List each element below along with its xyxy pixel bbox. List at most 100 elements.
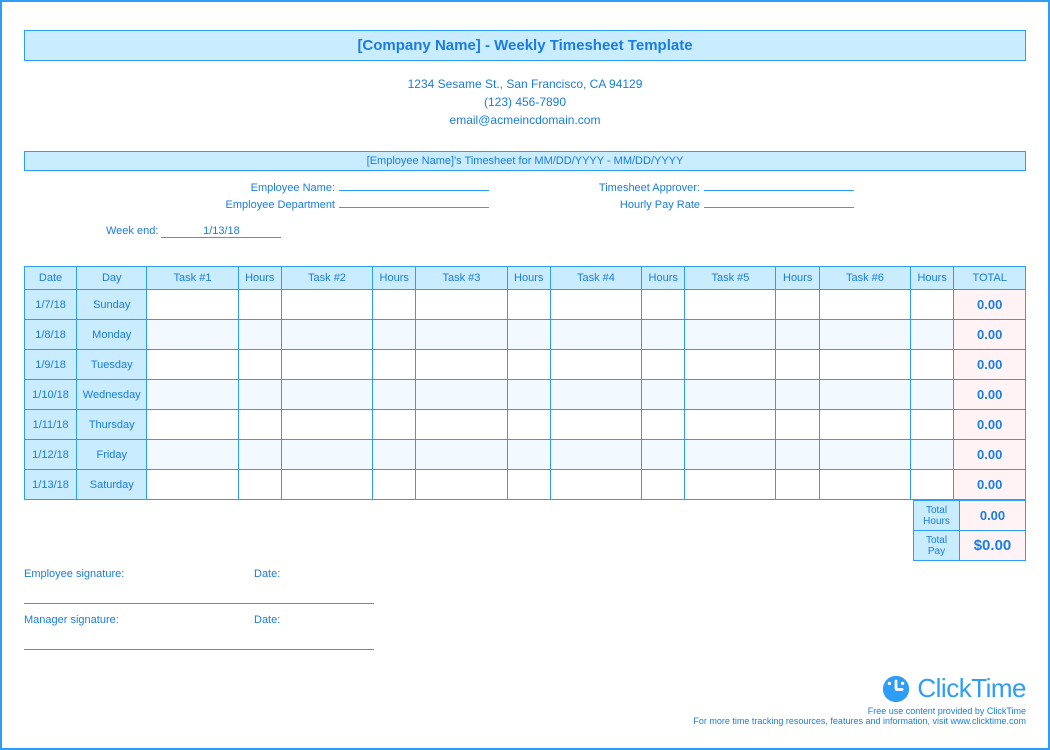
task-cell[interactable] <box>685 470 776 500</box>
hours-cell[interactable] <box>910 470 953 500</box>
task-cell[interactable] <box>819 470 910 500</box>
task-cell[interactable] <box>685 350 776 380</box>
total-pay-value: $0.00 <box>960 531 1026 561</box>
hours-cell[interactable] <box>507 410 550 440</box>
col-header: Hours <box>373 267 416 290</box>
hours-cell[interactable] <box>910 380 953 410</box>
task-cell[interactable] <box>147 440 238 470</box>
hours-cell[interactable] <box>238 440 281 470</box>
hours-cell[interactable] <box>642 290 685 320</box>
task-cell[interactable] <box>281 470 372 500</box>
task-cell[interactable] <box>281 290 372 320</box>
table-row: 1/10/18Wednesday0.00 <box>25 380 1026 410</box>
task-cell[interactable] <box>685 410 776 440</box>
hours-cell[interactable] <box>238 470 281 500</box>
task-cell[interactable] <box>281 320 372 350</box>
hours-cell[interactable] <box>507 350 550 380</box>
task-cell[interactable] <box>147 410 238 440</box>
date-cell: 1/10/18 <box>25 380 77 410</box>
task-cell[interactable] <box>281 440 372 470</box>
hours-cell[interactable] <box>642 470 685 500</box>
hours-cell[interactable] <box>507 380 550 410</box>
task-cell[interactable] <box>550 380 641 410</box>
hours-cell[interactable] <box>507 470 550 500</box>
task-cell[interactable] <box>147 290 238 320</box>
task-cell[interactable] <box>416 440 507 470</box>
hours-cell[interactable] <box>238 350 281 380</box>
task-cell[interactable] <box>147 470 238 500</box>
hours-cell[interactable] <box>238 380 281 410</box>
hours-cell[interactable] <box>776 350 819 380</box>
approver-field[interactable] <box>704 179 854 191</box>
task-cell[interactable] <box>819 290 910 320</box>
task-cell[interactable] <box>416 350 507 380</box>
hours-cell[interactable] <box>373 410 416 440</box>
hours-cell[interactable] <box>373 320 416 350</box>
task-cell[interactable] <box>550 410 641 440</box>
task-cell[interactable] <box>147 320 238 350</box>
hours-cell[interactable] <box>238 410 281 440</box>
task-cell[interactable] <box>416 380 507 410</box>
task-cell[interactable] <box>685 290 776 320</box>
rate-field[interactable] <box>704 196 854 208</box>
task-cell[interactable] <box>416 320 507 350</box>
task-cell[interactable] <box>147 350 238 380</box>
hours-cell[interactable] <box>642 320 685 350</box>
hours-cell[interactable] <box>776 470 819 500</box>
hours-cell[interactable] <box>642 440 685 470</box>
employee-dept-field[interactable] <box>339 196 489 208</box>
task-cell[interactable] <box>416 290 507 320</box>
task-cell[interactable] <box>819 380 910 410</box>
hours-cell[interactable] <box>910 410 953 440</box>
task-cell[interactable] <box>550 350 641 380</box>
task-cell[interactable] <box>550 440 641 470</box>
task-cell[interactable] <box>550 470 641 500</box>
task-cell[interactable] <box>819 320 910 350</box>
date-cell: 1/8/18 <box>25 320 77 350</box>
hours-cell[interactable] <box>910 320 953 350</box>
hours-cell[interactable] <box>642 380 685 410</box>
task-cell[interactable] <box>819 410 910 440</box>
hours-cell[interactable] <box>507 440 550 470</box>
hours-cell[interactable] <box>238 320 281 350</box>
hours-cell[interactable] <box>776 410 819 440</box>
company-phone: (123) 456-7890 <box>24 93 1026 111</box>
week-end-value[interactable]: 1/13/18 <box>161 225 281 238</box>
hours-cell[interactable] <box>238 290 281 320</box>
hours-cell[interactable] <box>507 290 550 320</box>
manager-signature-line[interactable] <box>24 634 374 650</box>
task-cell[interactable] <box>416 470 507 500</box>
task-cell[interactable] <box>550 320 641 350</box>
hours-cell[interactable] <box>373 290 416 320</box>
task-cell[interactable] <box>281 380 372 410</box>
task-cell[interactable] <box>416 410 507 440</box>
hours-cell[interactable] <box>642 410 685 440</box>
task-cell[interactable] <box>147 380 238 410</box>
hours-cell[interactable] <box>373 380 416 410</box>
employee-name-field[interactable] <box>339 179 489 191</box>
task-cell[interactable] <box>685 380 776 410</box>
hours-cell[interactable] <box>776 290 819 320</box>
hours-cell[interactable] <box>776 320 819 350</box>
task-cell[interactable] <box>281 410 372 440</box>
hours-cell[interactable] <box>642 350 685 380</box>
task-cell[interactable] <box>281 350 372 380</box>
hours-cell[interactable] <box>776 440 819 470</box>
task-cell[interactable] <box>819 440 910 470</box>
hours-cell[interactable] <box>373 440 416 470</box>
hours-cell[interactable] <box>507 320 550 350</box>
task-cell[interactable] <box>819 350 910 380</box>
task-cell[interactable] <box>685 320 776 350</box>
hours-cell[interactable] <box>776 380 819 410</box>
hours-cell[interactable] <box>373 470 416 500</box>
employee-signature-line[interactable] <box>24 588 374 604</box>
col-header: Task #3 <box>416 267 507 290</box>
employee-info: Employee Name: Employee Department Times… <box>24 179 1026 215</box>
col-header: TOTAL <box>954 267 1026 290</box>
hours-cell[interactable] <box>910 350 953 380</box>
task-cell[interactable] <box>685 440 776 470</box>
hours-cell[interactable] <box>373 350 416 380</box>
hours-cell[interactable] <box>910 440 953 470</box>
task-cell[interactable] <box>550 290 641 320</box>
hours-cell[interactable] <box>910 290 953 320</box>
